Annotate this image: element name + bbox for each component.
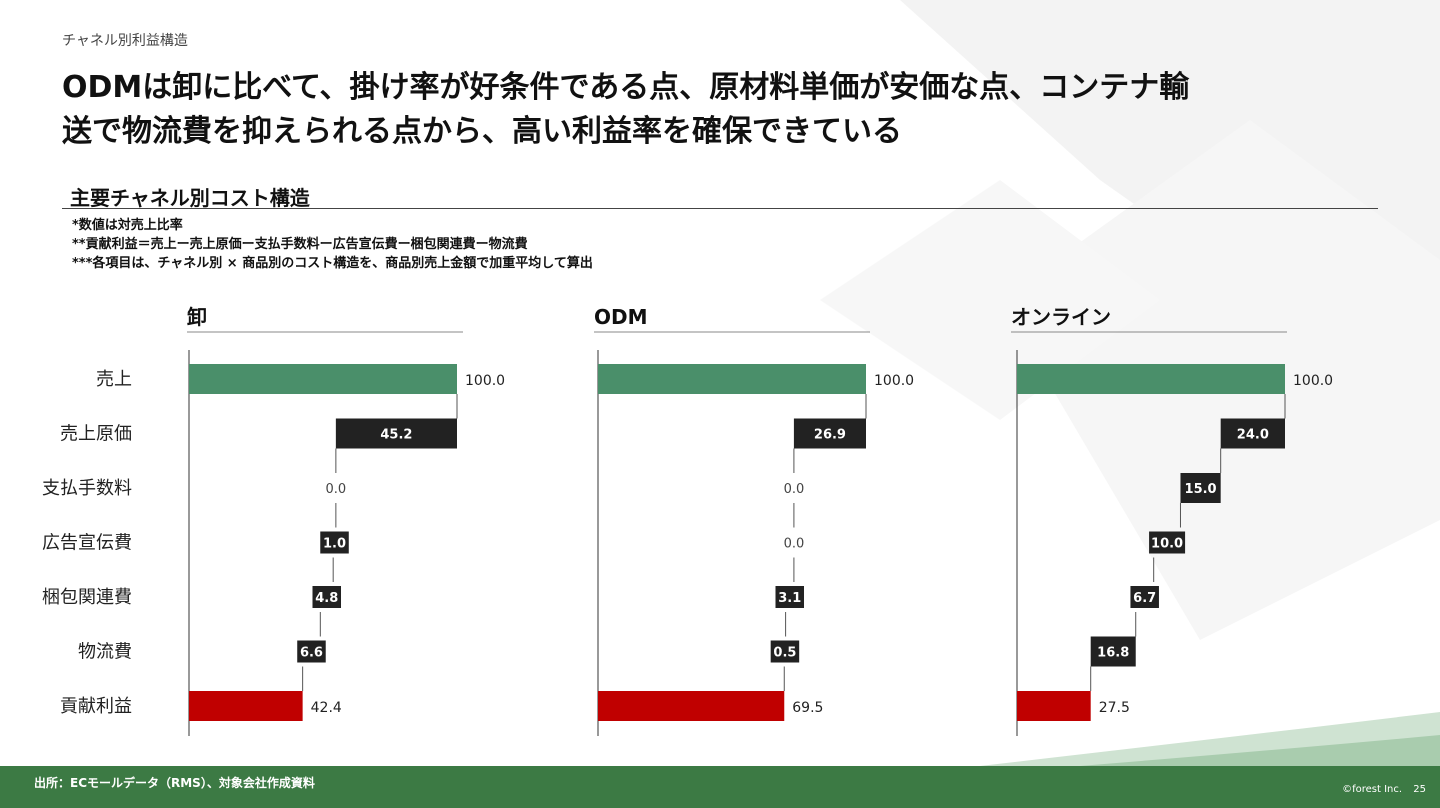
panel-3: オンライン 100.0 24.0 15.0 10.0 6.7 16.8 27.5: [1011, 305, 1333, 736]
data-label: 0.0: [784, 537, 805, 552]
data-label: 27.5: [1099, 700, 1130, 716]
copyright: ©forest Inc.: [1342, 784, 1403, 795]
category-label: 売上原価: [60, 424, 132, 445]
page-title-line-1: ODMは卸に比べて、掛け率が好条件である点、原材料単価が安価な点、コンテナ輸: [62, 70, 1190, 105]
breadcrumb: チャネル別利益構造: [62, 33, 188, 49]
section-title: 主要チャネル別コスト構造: [70, 186, 310, 210]
profit-bar: [189, 691, 303, 721]
sales-bar: [598, 364, 866, 394]
footnote: ***各項目は、チャネル別 × 商品別のコスト構造を、商品別売上金額で加重平均し…: [72, 256, 593, 271]
data-label: 15.0: [1185, 482, 1217, 497]
footer-right: ©forest Inc. 25: [1334, 784, 1426, 795]
data-label: 6.6: [300, 646, 323, 661]
footnote: *数値は対売上比率: [72, 218, 183, 233]
category-label: 貢献利益: [60, 696, 132, 717]
cost-bar: [770, 640, 800, 663]
profit-bar: [1017, 691, 1091, 721]
data-label: 69.5: [792, 700, 823, 716]
category-label: 売上: [96, 369, 132, 390]
cost-bar: [297, 640, 326, 663]
cost-bar: [1130, 586, 1159, 608]
data-label: 24.0: [1237, 428, 1269, 443]
data-label: 45.2: [380, 428, 412, 443]
data-label: 100.0: [1293, 373, 1333, 389]
cost-bar: [1180, 473, 1221, 503]
page-title-line-2: 送で物流費を抑えられる点から、高い利益率を確保できている: [62, 114, 902, 149]
data-label: 100.0: [465, 373, 505, 389]
cost-bar: [335, 418, 457, 449]
category-label: 物流費: [78, 642, 132, 663]
data-label: 16.8: [1097, 646, 1129, 661]
section-divider: [62, 208, 1378, 209]
data-label: 1.0: [323, 537, 346, 552]
page-title: ODMは卸に比べて、掛け率が好条件である点、原材料単価が安価な点、コンテナ輸 送…: [62, 66, 1382, 154]
footnote: **貢献利益＝売上ー売上原価ー支払手数料ー広告宣伝費ー梱包関連費ー物流費: [72, 237, 528, 252]
cost-bar: [775, 586, 805, 608]
panel-1: 卸 100.0 45.2 0.0 1.0 4.8 6.6 42.4: [187, 305, 505, 736]
data-label: 0.5: [773, 646, 796, 661]
data-label: 100.0: [874, 373, 914, 389]
panel-title: 卸: [187, 305, 207, 329]
page-number: 25: [1413, 784, 1426, 795]
data-label: 0.0: [326, 482, 347, 497]
category-label: 支払手数料: [42, 478, 132, 499]
cost-bar: [1149, 531, 1186, 554]
footer-bar: 出所：ECモールデータ（RMS）、対象会社作成資料 ©forest Inc. 2…: [0, 766, 1440, 808]
data-label: 0.0: [784, 482, 805, 497]
cost-bar: [1090, 636, 1136, 667]
cost-bar: [1220, 418, 1285, 449]
sales-bar: [1017, 364, 1285, 394]
data-label: 3.1: [778, 591, 801, 606]
data-label: 4.8: [315, 591, 338, 606]
panel-title: ODM: [594, 305, 648, 329]
cost-bar: [320, 531, 349, 554]
panel-title: オンライン: [1011, 305, 1111, 329]
cost-bar: [312, 586, 342, 608]
footnotes: *数値は対売上比率 **貢献利益＝売上ー売上原価ー支払手数料ー広告宣伝費ー梱包関…: [72, 216, 593, 273]
source-note: 出所：ECモールデータ（RMS）、対象会社作成資料: [34, 776, 315, 790]
data-label: 6.7: [1133, 591, 1156, 606]
category-label: 広告宣伝費: [42, 533, 132, 554]
category-label: 梱包関連費: [42, 587, 132, 608]
profit-bar: [598, 691, 785, 721]
cost-bar: [793, 418, 866, 449]
sales-bar: [189, 364, 457, 394]
panel-2: ODM 100.0 26.9 0.0 0.0 3.1 0.5 69.5: [594, 305, 914, 736]
data-label: 42.4: [311, 700, 342, 716]
data-label: 10.0: [1151, 537, 1183, 552]
data-label: 26.9: [814, 428, 846, 443]
